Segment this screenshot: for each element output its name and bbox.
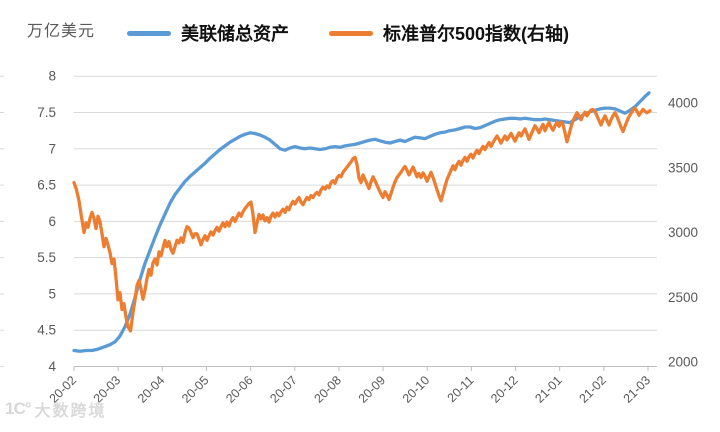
legend-item-fed-assets: 美联储总资产	[126, 20, 289, 46]
y-axis-label-left: 7.5	[37, 105, 56, 120]
x-axis-label: 20-05	[179, 373, 212, 406]
x-axis-label: 21-03	[621, 373, 654, 406]
fed-assets-line-swatch-icon	[126, 30, 171, 36]
y-axis-label-right: 4000	[668, 96, 698, 111]
x-axis-label: 20-06	[223, 373, 256, 406]
y-axis-label-left: 4	[48, 359, 56, 374]
y-axis-label-right: 2000	[668, 355, 698, 370]
y-axis-label-left: 6	[48, 214, 56, 229]
left-axis-title: 万亿美元	[27, 23, 96, 40]
x-axis-label: 20-10	[400, 373, 433, 406]
x-axis-label: 21-01	[532, 373, 565, 406]
series-line-sp500	[72, 106, 652, 333]
y-axis-label-right: 2500	[668, 290, 698, 305]
series-line-fed-assets	[72, 91, 651, 353]
legend-label-sp500: 标准普尔500指数(右轴)	[382, 24, 570, 44]
x-axis-label: 21-02	[576, 373, 609, 406]
sp500-line-swatch-icon	[328, 30, 373, 36]
x-axis-label: 20-07	[267, 373, 300, 406]
x-axis-label: 20-12	[488, 373, 521, 406]
y-axis-label-left: 5	[48, 286, 56, 301]
chart-legend: 美联储总资产 标准普尔500指数(右轴)	[0, 20, 708, 46]
legend-label-fed-assets: 美联储总资产	[180, 24, 289, 44]
watermark-text: 大数跨境	[34, 403, 107, 420]
y-axis-label-right: 3500	[668, 160, 698, 175]
y-axis-label-left: 5.5	[37, 250, 56, 265]
watermark: 1C° 大数跨境	[5, 397, 107, 421]
y-axis-label-left: 4.5	[37, 323, 56, 338]
y-axis-label-left: 7	[48, 141, 56, 156]
x-axis-label: 20-09	[356, 373, 389, 406]
x-axis-label: 20-04	[135, 373, 168, 406]
legend-item-sp500: 标准普尔500指数(右轴)	[328, 20, 570, 46]
watermark-logo-icon: 1C°	[5, 399, 32, 418]
y-axis-label-left: 8	[48, 69, 56, 84]
y-axis-label-left: 6.5	[37, 178, 56, 193]
x-axis-label: 20-08	[312, 373, 345, 406]
x-axis-label: 20-11	[445, 373, 477, 405]
y-axis-label-right: 3000	[668, 225, 698, 240]
